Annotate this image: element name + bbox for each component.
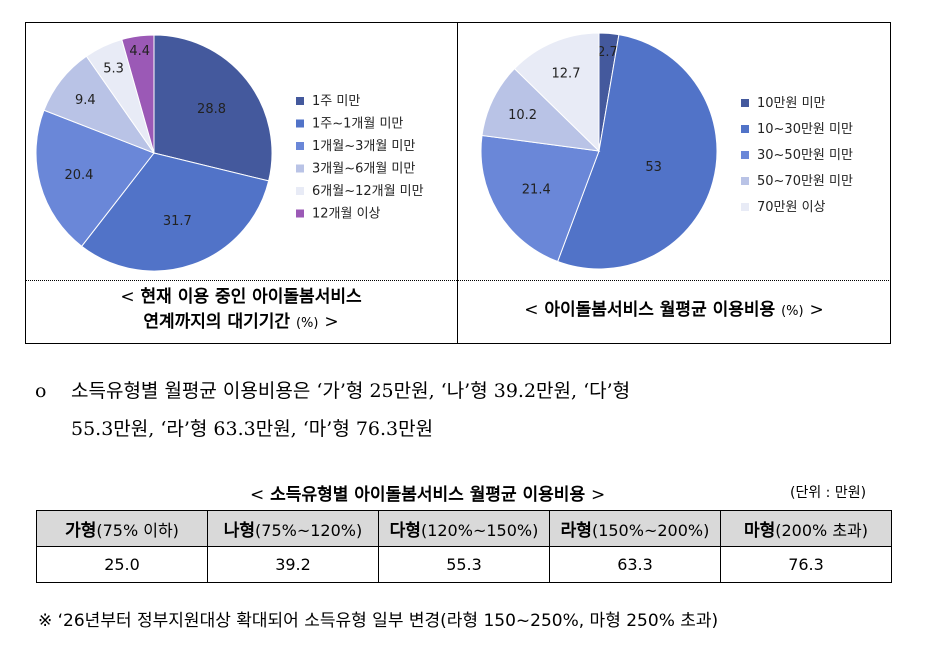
footnote: ※ ‘26년부터 정부지원대상 확대되어 소득유형 일부 변경(라형 150~2…: [38, 611, 719, 631]
legend-swatch: [741, 203, 749, 211]
chart-panel-frame: [25, 22, 891, 344]
pie-slice-5: [513, 32, 600, 153]
monthly-cost-pie-chart: 2.7 53 21.4 10.2 12.7 10만원 미만 10~30만원 미만 30~50만…: [480, 32, 853, 270]
legend-label: 1주~1개월 미만: [312, 117, 403, 132]
pie-slice-label: 10.2: [508, 108, 537, 123]
pie-slice-label: 4.4: [129, 44, 150, 59]
legend-swatch: [741, 177, 749, 185]
legend-swatch: [296, 187, 304, 195]
legend-swatch: [741, 125, 749, 133]
pie-slice-label: 12.7: [552, 67, 581, 82]
legend-swatch: [296, 142, 304, 150]
bullet-marker: o: [35, 380, 47, 402]
legend-label: 3개월~6개월 미만: [312, 162, 415, 177]
summary-line-2: 55.3만원, ‘라’형 63.3만원, ‘마’형 76.3만원: [71, 418, 434, 440]
value-cell: 25.0: [36, 546, 208, 583]
table-unit: (단위 : 만원): [790, 485, 867, 501]
pie-slice-3: [480, 134, 600, 263]
header-cell: 나형(75%~120%): [207, 510, 379, 547]
legend-label: 10만원 미만: [757, 96, 826, 111]
value-cell: 39.2: [207, 546, 379, 583]
table-title: < 소득유형별 아이돌봄서비스 월평균 이용비용 >: [250, 485, 606, 505]
header-cell: 가형(75% 이하): [36, 510, 208, 547]
header-cell: 마형(200% 초과): [720, 510, 892, 547]
table-row: 25.0 39.2 55.3 63.3 76.3: [36, 546, 892, 583]
legend-label: 1개월~3개월 미만: [312, 139, 415, 154]
legend-swatch: [296, 97, 304, 105]
pie-slice-2: [556, 34, 718, 270]
legend-swatch: [296, 164, 304, 173]
legend-swatch: [741, 151, 749, 159]
panel-divider: [457, 22, 458, 344]
pie-slice-3: [35, 109, 155, 247]
pie-slice-label: 21.4: [522, 183, 551, 198]
value-cell: 76.3: [720, 546, 892, 583]
pie-slice-label: 2.7: [597, 45, 618, 60]
summary-line-1: 소득유형별 월평균 이용비용은 ‘가’형 25만원, ‘나’형 39.2만원, …: [71, 380, 631, 402]
legend-swatch: [296, 209, 304, 218]
pie-slice-label: 53: [645, 160, 662, 175]
left-caption-unit: (%): [295, 316, 319, 331]
income-cost-table: 가형(75% 이하) 나형(75%~120%) 다형(120%~150%) 라형…: [36, 510, 892, 583]
value-cell: 55.3: [378, 546, 550, 583]
value-cell: 63.3: [549, 546, 721, 583]
header-cell: 다형(120%~150%): [378, 510, 550, 547]
pie-slice-6: [121, 34, 155, 154]
pie-slice-label: 5.3: [103, 62, 124, 77]
pie-slice-label: 9.4: [75, 93, 96, 108]
pie-slice-label: 20.4: [64, 168, 93, 183]
right-chart-caption: < 아이돌봄서비스 월평균 이용비용 (%) >: [524, 300, 824, 320]
table-header-row: 가형(75% 이하) 나형(75%~120%) 다형(120%~150%) 라형…: [36, 510, 892, 547]
right-caption-unit: (%): [781, 304, 804, 319]
pie-slice-4: [481, 67, 601, 152]
left-chart-caption: < 현재 이용 중인 아이돌봄서비스 연계까지의 대기기간 (%) >: [120, 287, 362, 332]
summary-paragraph: o 소득유형별 월평균 이용비용은 ‘가’형 25만원, ‘나’형 39.2만원,…: [35, 372, 895, 448]
pie-slice-1: [153, 34, 273, 182]
legend-label: 6개월~12개월 미만: [312, 184, 424, 199]
legend-label: 1주 미만: [312, 94, 360, 109]
left-caption-line1: 현재 이용 중인 아이돌봄서비스: [140, 287, 362, 307]
legend-swatch: [741, 99, 749, 107]
caption-divider: [25, 280, 891, 281]
legend-label: 50~70만원 미만: [757, 174, 853, 189]
legend-label: 12개월 이상: [312, 207, 381, 222]
pie-slice-label: 31.7: [163, 214, 192, 229]
right-caption-text: 아이돌봄서비스 월평균 이용비용: [544, 300, 776, 320]
pie-slice-label: 28.8: [197, 102, 226, 117]
header-cell: 라형(150%~200%): [549, 510, 721, 547]
legend-label: 10~30만원 미만: [757, 122, 853, 137]
legend-swatch: [296, 119, 304, 128]
legend-label: 70만원 이상: [757, 200, 826, 215]
legend-label: 30~50만원 미만: [757, 148, 853, 163]
left-caption-line2: 연계까지의 대기기간: [143, 312, 291, 332]
waiting-period-pie-chart: 28.8 31.7 20.4 9.4 5.3 4.4 1주 미만 1주~1개월 미만 1개월~3…: [35, 34, 424, 272]
pie-slice-2: [80, 152, 270, 272]
